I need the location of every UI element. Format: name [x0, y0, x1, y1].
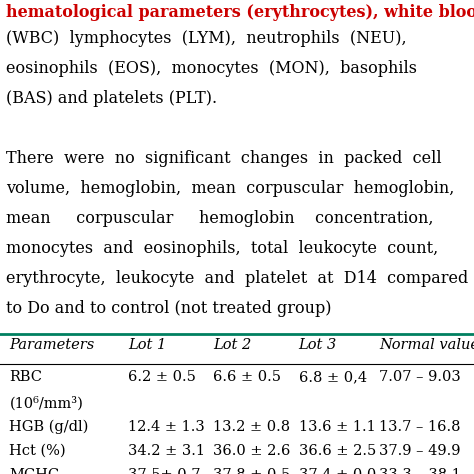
Text: Lot 1: Lot 1 — [128, 338, 166, 352]
Text: monocytes  and  eosinophils,  total  leukocyte  count,: monocytes and eosinophils, total leukocy… — [6, 240, 438, 257]
Text: 36.6 ± 2.5: 36.6 ± 2.5 — [299, 444, 376, 458]
Text: Hct (%): Hct (%) — [9, 444, 66, 458]
Text: (10⁶/mm³): (10⁶/mm³) — [9, 396, 83, 410]
Text: RBC: RBC — [9, 370, 43, 384]
Text: eosinophils  (EOS),  monocytes  (MON),  basophils: eosinophils (EOS), monocytes (MON), baso… — [6, 60, 417, 77]
Text: hematological parameters (erythrocytes), white blood: hematological parameters (erythrocytes),… — [6, 4, 474, 21]
Text: 36.0 ± 2.6: 36.0 ± 2.6 — [213, 444, 291, 458]
Text: 6.2 ± 0.5: 6.2 ± 0.5 — [128, 370, 196, 384]
Text: 37.4 ± 0.0: 37.4 ± 0.0 — [299, 468, 376, 474]
Text: Lot 2: Lot 2 — [213, 338, 252, 352]
Text: 7.07 – 9.03: 7.07 – 9.03 — [379, 370, 461, 384]
Text: 33.3 – 38.1: 33.3 – 38.1 — [379, 468, 461, 474]
Text: Normal value: Normal value — [379, 338, 474, 352]
Text: to Do and to control (not treated group): to Do and to control (not treated group) — [6, 300, 331, 317]
Text: (WBC)  lymphocytes  (LYM),  neutrophils  (NEU),: (WBC) lymphocytes (LYM), neutrophils (NE… — [6, 30, 407, 47]
Text: Parameters: Parameters — [9, 338, 95, 352]
Text: erythrocyte,  leukocyte  and  platelet  at  D14  compared: erythrocyte, leukocyte and platelet at D… — [6, 270, 468, 287]
Text: 13.7 – 16.8: 13.7 – 16.8 — [379, 420, 461, 434]
Text: mean     corpuscular     hemoglobin    concentration,: mean corpuscular hemoglobin concentratio… — [6, 210, 434, 227]
Text: 34.2 ± 3.1: 34.2 ± 3.1 — [128, 444, 205, 458]
Text: 37.9 – 49.9: 37.9 – 49.9 — [379, 444, 461, 458]
Text: (BAS) and platelets (PLT).: (BAS) and platelets (PLT). — [6, 90, 217, 107]
Text: Lot 3: Lot 3 — [299, 338, 337, 352]
Text: 37.5± 0.7: 37.5± 0.7 — [128, 468, 201, 474]
Text: MCHC: MCHC — [9, 468, 60, 474]
Text: volume,  hemoglobin,  mean  corpuscular  hemoglobin,: volume, hemoglobin, mean corpuscular hem… — [6, 180, 455, 197]
Text: 13.2 ± 0.8: 13.2 ± 0.8 — [213, 420, 291, 434]
Text: 6.6 ± 0.5: 6.6 ± 0.5 — [213, 370, 281, 384]
Text: 12.4 ± 1.3: 12.4 ± 1.3 — [128, 420, 205, 434]
Text: 13.6 ± 1.1: 13.6 ± 1.1 — [299, 420, 375, 434]
Text: There  were  no  significant  changes  in  packed  cell: There were no significant changes in pac… — [6, 150, 442, 167]
Text: HGB (g/dl): HGB (g/dl) — [9, 420, 89, 434]
Text: 37.8 ± 0.5: 37.8 ± 0.5 — [213, 468, 291, 474]
Text: 6.8 ± 0,4: 6.8 ± 0,4 — [299, 370, 367, 384]
